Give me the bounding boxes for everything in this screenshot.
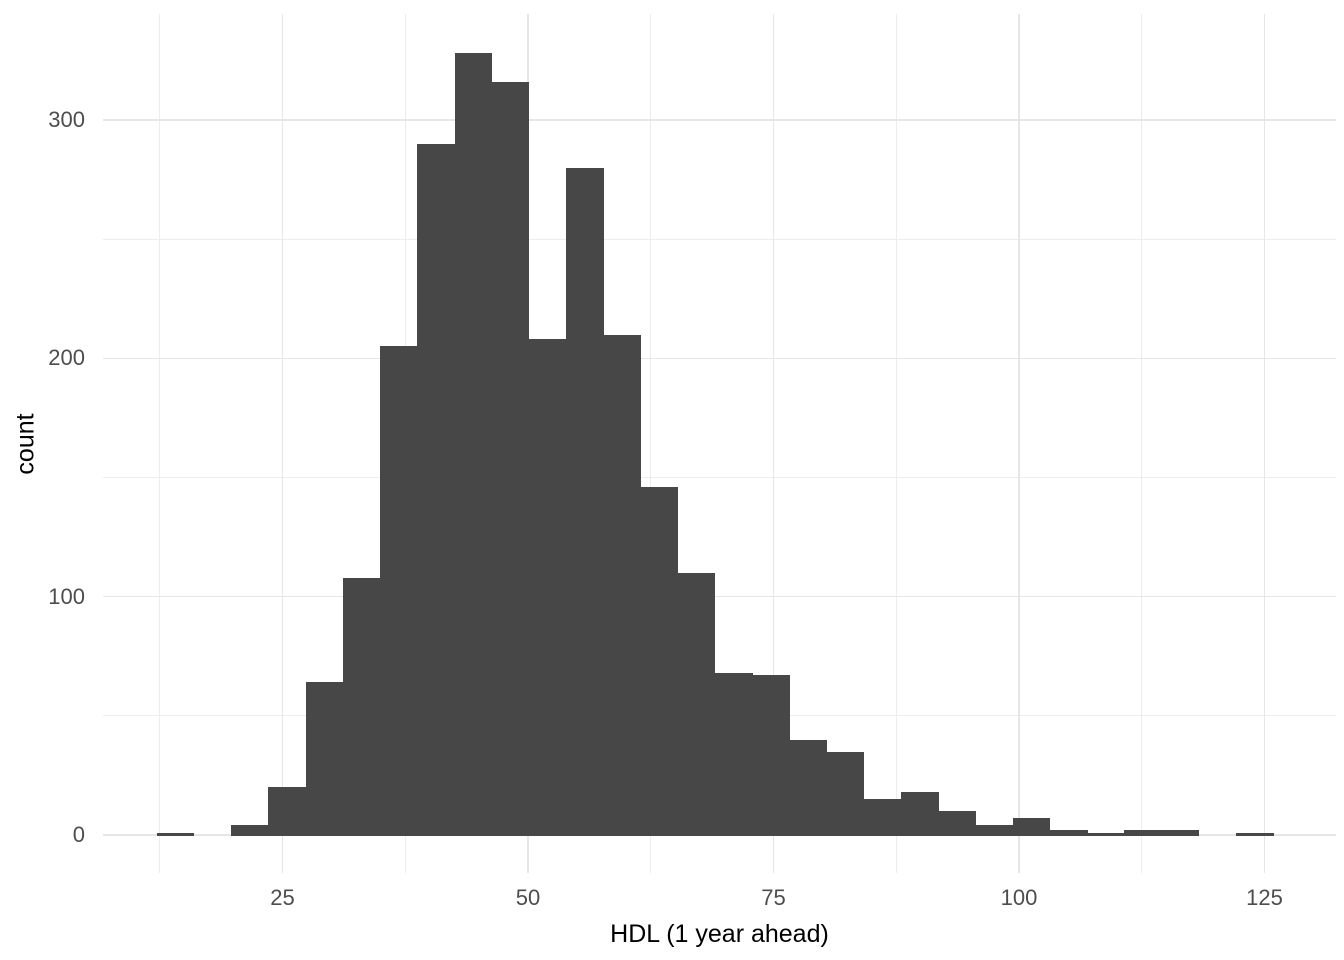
histogram-bar [938,811,976,836]
histogram-bar [1050,830,1088,836]
y-tick-label: 100 [48,583,85,609]
histogram-bar [305,682,344,836]
y-tick-label: 0 [72,822,85,847]
histogram-bar [752,675,790,836]
histogram-bar [715,672,753,836]
histogram-bar [789,739,828,836]
x-major-gridline [281,14,284,873]
histogram-bar [231,825,269,836]
y-major-gridline [103,595,1336,598]
y-tick-label: 300 [48,107,85,132]
x-minor-gridline [1141,14,1143,873]
histogram-bar [566,167,604,836]
histogram-bar [417,143,455,836]
y-major-gridline [103,119,1336,121]
histogram-bar [1012,818,1051,836]
histogram-bar [1236,832,1274,836]
histogram-bar [1124,830,1163,836]
histogram-bar [640,487,679,836]
histogram-bar [863,799,902,836]
histogram-bar [901,792,939,836]
x-tick-label: 75 [761,885,786,910]
y-major-gridline [103,357,1336,360]
x-major-gridline [1263,14,1266,873]
histogram-bar [454,53,493,836]
y-minor-gridline [103,238,1336,240]
x-tick-label: 125 [1246,885,1283,910]
x-tick-label: 100 [1000,885,1038,910]
x-axis-title: HDL (1 year ahead) [610,920,829,948]
histogram-bar [491,81,530,836]
histogram-bar [1161,830,1200,836]
x-tick-label: 25 [270,885,295,910]
x-major-gridline [1018,14,1020,873]
x-tick-label: 50 [515,885,541,910]
histogram-bar [1087,832,1125,836]
y-axis-title: count [11,412,40,475]
x-minor-gridline [650,14,652,873]
plot-panel [103,14,1336,873]
histogram-bar [826,751,865,836]
histogram-bar [342,577,381,836]
histogram-bar [156,832,195,836]
histogram-bar [603,334,642,836]
x-major-gridline [772,14,775,873]
y-minor-gridline [103,477,1336,478]
histogram-bar [268,787,307,836]
histogram-bar [975,825,1014,836]
x-minor-gridline [895,14,897,873]
histogram-bar [677,572,716,836]
histogram-bar [528,339,567,836]
y-tick-label: 200 [48,345,85,371]
x-minor-gridline [159,14,161,873]
histogram-bar [380,346,418,836]
